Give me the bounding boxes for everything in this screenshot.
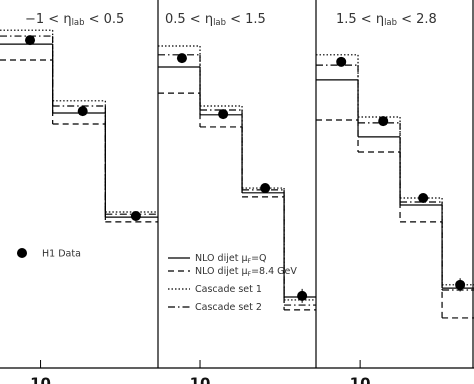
subscript: F: [248, 271, 252, 278]
data-point: [25, 35, 36, 46]
panel-title: 0.5 < ηlab < 1.5: [165, 12, 266, 27]
panel-title: −1 < ηlab < 0.5: [25, 12, 124, 27]
legend-label: H1 Data: [42, 249, 81, 260]
text-part: 1.5 < η: [336, 12, 384, 27]
data-point: [297, 290, 308, 301]
panel-title: 1.5 < ηlab < 2.8: [336, 12, 437, 27]
text-part: =8.4 GeV: [251, 266, 297, 277]
text-part: NLO dijet μ: [195, 253, 248, 264]
data-point: [130, 211, 141, 222]
subscript: F: [248, 258, 252, 265]
subscript: lab: [384, 17, 397, 27]
text-part: 0.5 < η: [165, 12, 213, 27]
text-part: Cascade set 2: [195, 302, 262, 313]
text-part: < 1.5: [226, 12, 266, 27]
text-part: < 2.8: [397, 12, 437, 27]
subscript: lab: [72, 17, 85, 27]
data-point: [336, 56, 347, 67]
text-part: < 0.5: [84, 12, 124, 27]
data-point: [418, 192, 429, 203]
legend-label: NLO dijet μF=8.4 GeV: [195, 266, 297, 279]
legend-label: NLO dijet μF=Q: [195, 253, 267, 266]
data-point: [176, 53, 187, 64]
legend-label: Cascade set 1: [195, 284, 262, 295]
text-part: NLO dijet μ: [195, 266, 248, 277]
text-part: −1 < η: [25, 12, 72, 27]
data-point: [77, 106, 88, 117]
data-point: [378, 116, 389, 127]
data-point: [218, 109, 229, 120]
legend-label: Cascade set 2: [195, 302, 262, 313]
data-point: [260, 183, 271, 194]
x-tick-label: 10: [350, 375, 371, 384]
legend-marker: [17, 248, 27, 258]
data-point: [455, 279, 466, 290]
text-part: =Q: [251, 253, 266, 264]
text-part: Cascade set 1: [195, 284, 262, 295]
x-tick-label: 10: [30, 375, 51, 384]
subscript: lab: [213, 17, 226, 27]
x-tick-label: 10: [190, 375, 211, 384]
